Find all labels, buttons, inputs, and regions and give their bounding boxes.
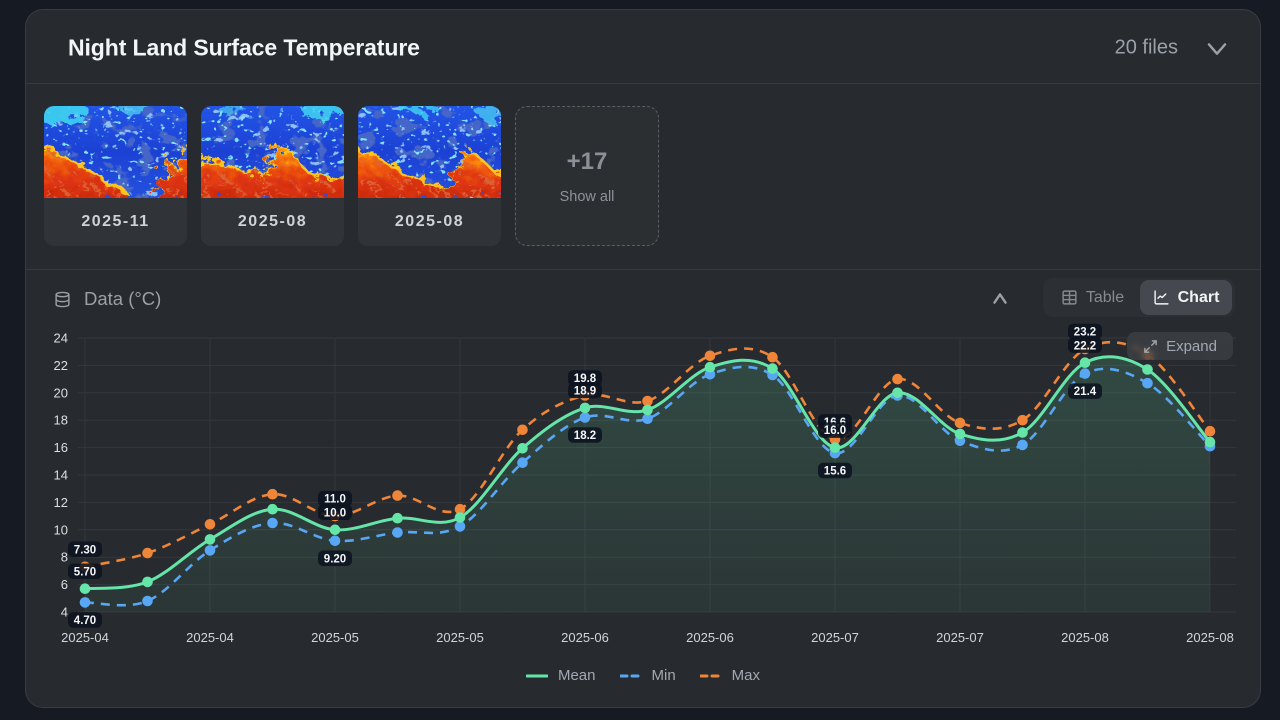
svg-text:2025-05: 2025-05 (436, 630, 484, 645)
svg-text:10.0: 10.0 (324, 507, 346, 519)
svg-text:8: 8 (61, 550, 68, 565)
svg-text:20: 20 (54, 385, 68, 400)
svg-text:5.70: 5.70 (74, 566, 96, 578)
svg-text:11.0: 11.0 (324, 494, 346, 506)
svg-text:7.30: 7.30 (74, 544, 96, 556)
svg-text:2025-05: 2025-05 (311, 630, 359, 645)
svg-text:24: 24 (54, 331, 68, 346)
svg-text:2025-06: 2025-06 (561, 630, 609, 645)
svg-text:6: 6 (61, 577, 68, 592)
svg-text:22: 22 (54, 358, 68, 373)
svg-text:14: 14 (54, 468, 68, 483)
svg-text:4.70: 4.70 (74, 615, 96, 627)
svg-text:9.20: 9.20 (324, 553, 346, 565)
svg-text:23.2: 23.2 (1074, 327, 1096, 339)
svg-text:2025-07: 2025-07 (936, 630, 984, 645)
svg-text:19.8: 19.8 (574, 373, 597, 385)
svg-text:18: 18 (54, 413, 68, 428)
svg-text:16: 16 (54, 440, 68, 455)
svg-text:16.0: 16.0 (824, 425, 846, 437)
svg-text:2025-07: 2025-07 (811, 630, 859, 645)
svg-text:2025-04: 2025-04 (61, 630, 109, 645)
svg-text:4: 4 (61, 605, 68, 620)
svg-text:15.6: 15.6 (824, 466, 846, 478)
svg-text:22.2: 22.2 (1074, 340, 1096, 352)
svg-text:2025-06: 2025-06 (686, 630, 734, 645)
svg-text:10: 10 (54, 522, 68, 537)
svg-text:12: 12 (54, 495, 68, 510)
svg-text:2025-04: 2025-04 (186, 630, 234, 645)
svg-text:2025-08: 2025-08 (1186, 630, 1234, 645)
svg-text:2025-08: 2025-08 (1061, 630, 1109, 645)
svg-text:21.4: 21.4 (1074, 386, 1097, 398)
svg-text:18.2: 18.2 (574, 430, 596, 442)
svg-text:18.9: 18.9 (574, 386, 596, 398)
